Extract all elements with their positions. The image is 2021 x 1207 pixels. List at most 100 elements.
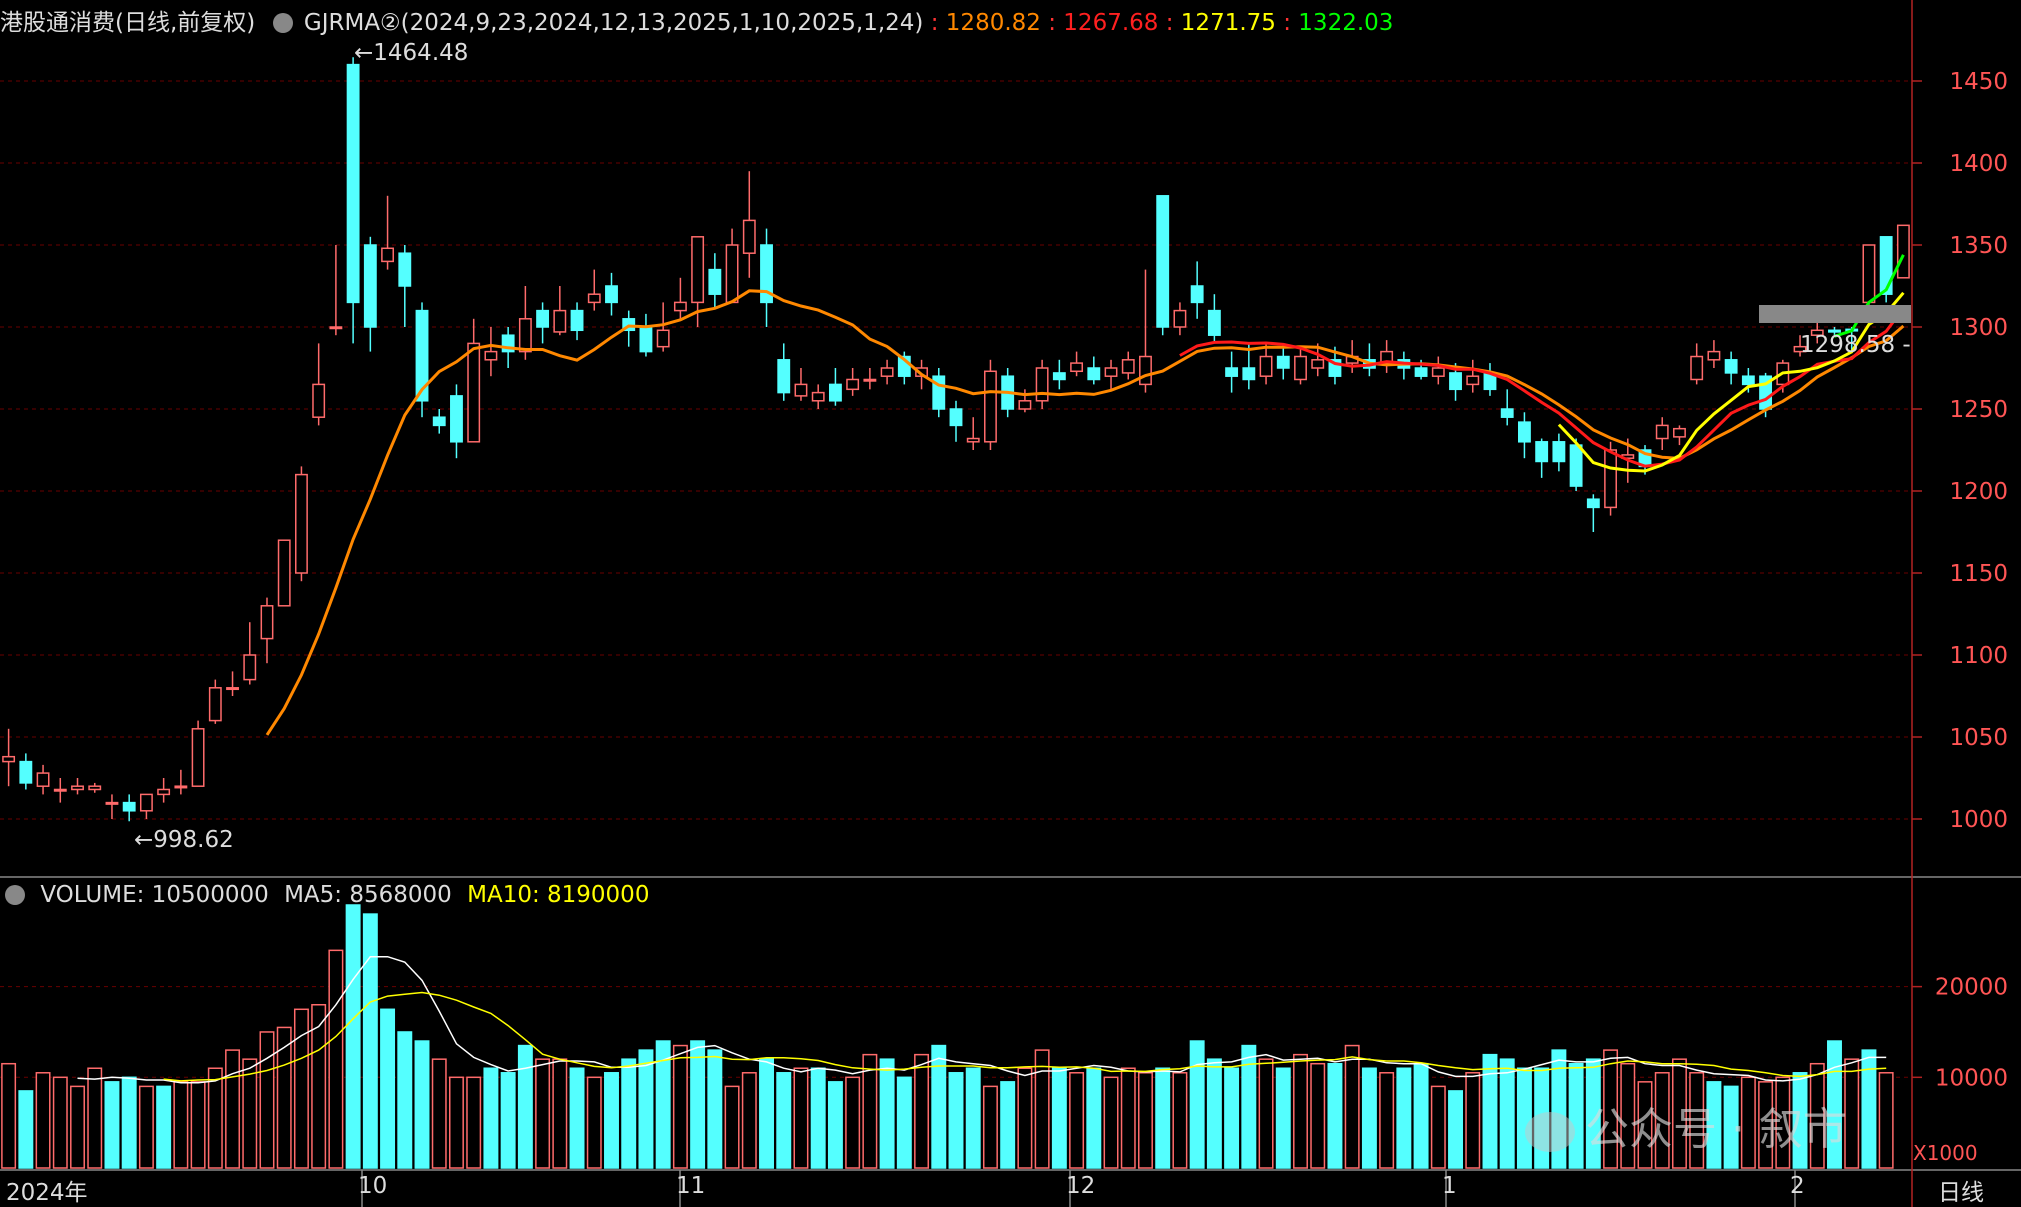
volume-bar: [1861, 1049, 1877, 1169]
volume-bar: [18, 1090, 34, 1169]
candle-body: [484, 350, 498, 361]
candle-body: [1466, 375, 1480, 386]
candle-body: [1242, 367, 1256, 381]
volume-bar: [173, 1081, 189, 1169]
volume-bar: [1275, 1067, 1291, 1169]
price-tick-label: 1150: [1949, 561, 2008, 587]
candle-body: [587, 293, 601, 304]
volume-bars: [1, 904, 1894, 1169]
candle-body: [139, 793, 153, 812]
candle-body: [174, 785, 188, 789]
volume-bar: [1396, 1067, 1412, 1169]
candle-body: [1276, 355, 1290, 369]
volume-bar: [190, 1081, 206, 1169]
volume-bar: [156, 1085, 172, 1169]
candle-body: [71, 785, 84, 791]
candle-body: [312, 383, 326, 418]
volume-bar: [328, 949, 344, 1169]
volume-bar: [1172, 1072, 1188, 1169]
candle-body: [122, 801, 136, 812]
volume-bar: [259, 1031, 275, 1169]
candle-body: [1121, 359, 1135, 374]
low-annotation: ←998.62: [134, 827, 234, 853]
candle-body: [363, 244, 377, 328]
price-ma-lines: [265, 254, 1905, 736]
volume-bar: [896, 1076, 912, 1169]
candle-body: [277, 539, 291, 607]
volume-header: VOLUME: 10500000 MA5: 8568000 MA10: 8190…: [0, 882, 649, 908]
volume-bar: [948, 1072, 964, 1169]
x-label-feb: 2: [1790, 1173, 1805, 1199]
volume-bar: [397, 1031, 413, 1169]
volume-bar: [1293, 1053, 1308, 1169]
ma-red-line: [1179, 307, 1905, 468]
ma-green-line: [1834, 254, 1905, 338]
price-tick-label: 1300: [1949, 315, 2008, 341]
volume-bar: [965, 1067, 981, 1169]
volume-bar: [1499, 1058, 1515, 1169]
volume-bar: [690, 1040, 706, 1169]
volume-toggle-icon[interactable]: [5, 885, 25, 905]
volume-bar: [1430, 1085, 1446, 1169]
candle-body: [105, 801, 119, 805]
volume-bar: [1740, 1076, 1756, 1169]
indicator-label[interactable]: GJRMA②(2024,9,23,2024,12,13,2025,1,10,20…: [303, 10, 924, 36]
volume-bar: [535, 1058, 551, 1169]
volume-bar: [1775, 1076, 1791, 1169]
candle-body: [794, 383, 808, 397]
watermark: 公众号 · 叙市: [1525, 1093, 1847, 1157]
price-tick-label: 1350: [1949, 233, 2008, 259]
sep: :: [1048, 10, 1056, 36]
price-tick-label: 1200: [1949, 479, 2008, 505]
candle-body: [760, 244, 773, 304]
volume-bar: [1568, 1062, 1584, 1169]
candle-body: [777, 359, 791, 394]
candle-body: [36, 772, 50, 787]
candle-body: [1207, 309, 1221, 336]
candle-body: [1225, 367, 1239, 377]
volume-bar: [1051, 1067, 1067, 1169]
watermark-text: 公众号 · 叙市: [1585, 1104, 1847, 1155]
volume-bar: [242, 1058, 258, 1169]
candle-body: [673, 301, 687, 312]
candle-body: [570, 309, 584, 332]
indicator-toggle-icon[interactable]: [272, 13, 293, 33]
candle-body: [1414, 367, 1428, 377]
candle-body: [1793, 345, 1807, 353]
volume-bar: [138, 1085, 154, 1169]
candles: [2, 57, 1910, 822]
candle-body: [295, 473, 308, 574]
x-label-oct: 10: [358, 1173, 388, 1199]
candle-body: [1431, 367, 1445, 377]
period-label[interactable]: 日线: [1938, 1180, 1984, 1206]
volume-bar: [707, 1049, 723, 1169]
candle-body: [329, 326, 343, 330]
candle-body: [226, 687, 239, 691]
candle-body: [1190, 285, 1204, 304]
candle-body: [949, 408, 963, 427]
volume-ma10: MA10: 8190000: [467, 882, 650, 908]
volume-bar: [1000, 1081, 1016, 1169]
volume-bar: [345, 904, 361, 1169]
ma-green-value: 1322.03: [1298, 10, 1394, 36]
candle-body: [1862, 244, 1876, 304]
high-annotation: ←1464.48: [354, 40, 469, 66]
volume-bar: [1620, 1062, 1636, 1169]
volume-bar: [1689, 1072, 1705, 1169]
candle-body: [1586, 498, 1600, 509]
volume-bar: [569, 1067, 585, 1169]
volume-bar: [741, 1072, 757, 1169]
candle-body: [1104, 367, 1118, 377]
volume-bar: [1809, 1062, 1825, 1169]
volume-bar: [1758, 1081, 1774, 1169]
candle-body: [1724, 359, 1738, 374]
candle-body: [19, 760, 33, 784]
ma-orange-value: 1280.82: [945, 10, 1041, 36]
volume-bar: [1448, 1090, 1463, 1169]
volume-bar: [1723, 1085, 1739, 1169]
candle-body: [863, 378, 877, 382]
volume-bar: [1189, 1040, 1205, 1169]
volume-bar: [1138, 1072, 1153, 1169]
volume-bar: [1654, 1072, 1670, 1169]
